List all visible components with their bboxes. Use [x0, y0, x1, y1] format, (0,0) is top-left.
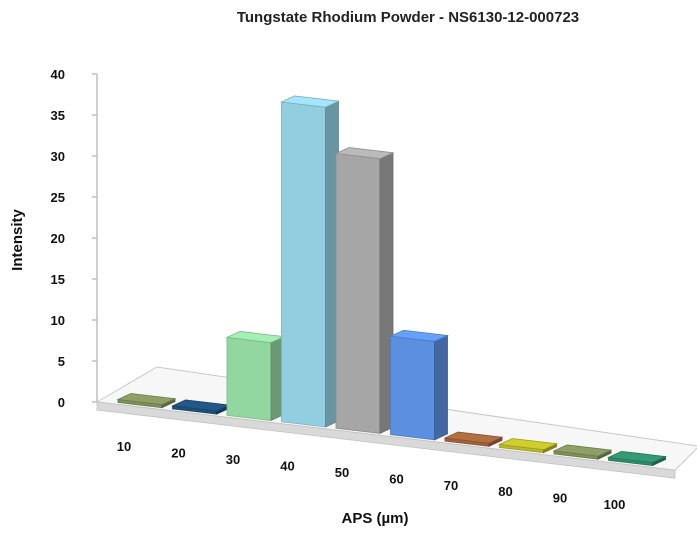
x-axis-label: APS (µm) [342, 510, 409, 527]
bar-40 [280, 95, 340, 428]
bar-10 [116, 393, 177, 409]
y-tick-label: 25 [51, 190, 65, 205]
bar-60 [389, 329, 449, 441]
y-tick-label: 30 [51, 149, 65, 164]
bar-top [443, 431, 504, 444]
chart-title: Tungstate Rhodium Powder - NS6130-12-000… [237, 9, 579, 26]
x-tick-label: 80 [498, 484, 512, 499]
y-tick-label: 15 [51, 272, 65, 287]
bar-50 [334, 147, 395, 435]
x-tick-label: 60 [389, 471, 403, 486]
bar-top [498, 438, 558, 451]
x-tick-label: 30 [226, 452, 240, 467]
bar-front [281, 101, 326, 428]
bar-top [334, 147, 395, 160]
bar-100 [607, 450, 667, 467]
y-tick-label: 10 [51, 313, 65, 328]
bar-90 [552, 444, 613, 460]
bar-front [335, 153, 381, 434]
bar-top [116, 393, 177, 406]
chart-body: 0 5 10 15 20 25 30 35 40 10 20 30 40 50 60 70 80 90 100 [51, 67, 697, 512]
chart-floor-edge [96, 401, 676, 479]
bar-top [607, 450, 667, 463]
bar-70 [443, 431, 504, 447]
bar-80 [498, 438, 558, 454]
x-tick-label: 40 [280, 458, 294, 473]
y-tick-label: 40 [51, 67, 65, 82]
y-tick-label: 0 [58, 395, 65, 410]
y-tick-label: 5 [58, 354, 65, 369]
bar-top [280, 95, 340, 108]
x-tick-label: 90 [553, 491, 567, 506]
bar-front [390, 335, 435, 441]
x-tick-label: 10 [117, 439, 131, 454]
bar-20 [171, 399, 231, 415]
x-tick-label: 50 [335, 465, 349, 480]
y-tick-label: 20 [51, 231, 65, 246]
bar-top [389, 329, 449, 342]
y-axis-label: Intensity [9, 209, 26, 271]
x-tick-label: 70 [444, 478, 458, 493]
x-tick-label: 20 [171, 446, 185, 461]
x-tick-label: 100 [604, 497, 626, 512]
bar-top [552, 444, 613, 457]
bar-side [434, 334, 448, 441]
bar-30 [225, 331, 286, 422]
y-tick-label: 35 [51, 108, 65, 123]
bar-front [226, 336, 272, 421]
